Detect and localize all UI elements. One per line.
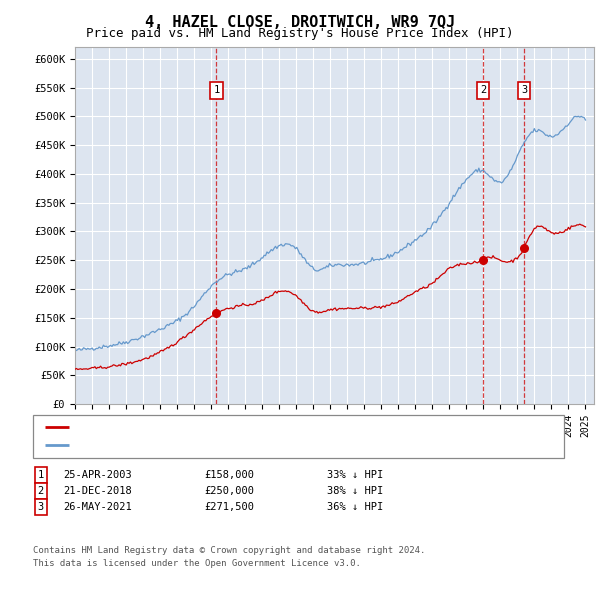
Text: 3: 3 xyxy=(521,86,527,96)
Text: £271,500: £271,500 xyxy=(204,502,254,512)
Text: 36% ↓ HPI: 36% ↓ HPI xyxy=(327,502,383,512)
Text: 26-MAY-2021: 26-MAY-2021 xyxy=(63,502,132,512)
Text: 2: 2 xyxy=(480,86,486,96)
Text: This data is licensed under the Open Government Licence v3.0.: This data is licensed under the Open Gov… xyxy=(33,559,361,568)
Text: 2: 2 xyxy=(38,486,44,496)
Text: 1: 1 xyxy=(213,86,220,96)
Text: 4, HAZEL CLOSE, DROITWICH, WR9 7QJ: 4, HAZEL CLOSE, DROITWICH, WR9 7QJ xyxy=(145,15,455,30)
Text: 38% ↓ HPI: 38% ↓ HPI xyxy=(327,486,383,496)
Text: 25-APR-2003: 25-APR-2003 xyxy=(63,470,132,480)
Text: Contains HM Land Registry data © Crown copyright and database right 2024.: Contains HM Land Registry data © Crown c… xyxy=(33,546,425,555)
Text: HPI: Average price, detached house, Wychavon: HPI: Average price, detached house, Wych… xyxy=(72,440,347,450)
Text: 3: 3 xyxy=(38,502,44,512)
Text: 21-DEC-2018: 21-DEC-2018 xyxy=(63,486,132,496)
Text: 4, HAZEL CLOSE, DROITWICH, WR9 7QJ (detached house): 4, HAZEL CLOSE, DROITWICH, WR9 7QJ (deta… xyxy=(72,422,391,432)
Text: £158,000: £158,000 xyxy=(204,470,254,480)
Text: 33% ↓ HPI: 33% ↓ HPI xyxy=(327,470,383,480)
Text: £250,000: £250,000 xyxy=(204,486,254,496)
Text: 1: 1 xyxy=(38,470,44,480)
Text: Price paid vs. HM Land Registry's House Price Index (HPI): Price paid vs. HM Land Registry's House … xyxy=(86,27,514,40)
